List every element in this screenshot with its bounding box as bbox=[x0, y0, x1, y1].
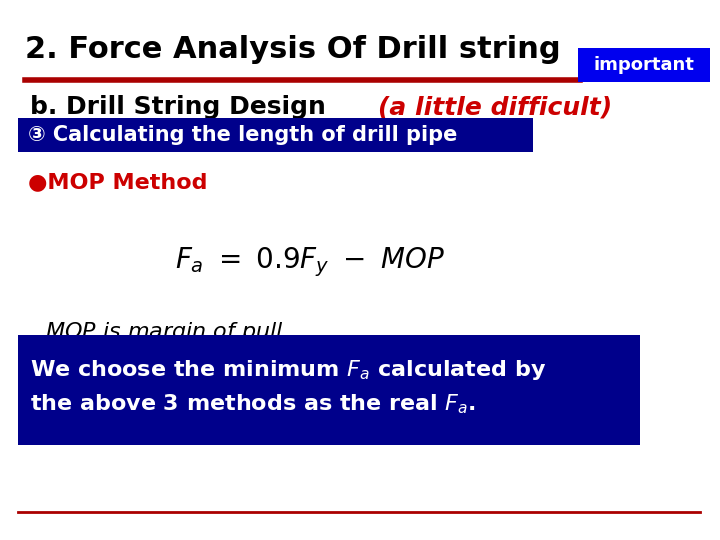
Text: ③ Calculating the length of drill pipe: ③ Calculating the length of drill pipe bbox=[28, 125, 457, 145]
Text: $F_a\ =\ 0.9F_y\ -\ MOP$: $F_a\ =\ 0.9F_y\ -\ MOP$ bbox=[175, 245, 445, 279]
Text: 2. Force Analysis Of Drill string: 2. Force Analysis Of Drill string bbox=[25, 35, 561, 64]
Text: b. Drill String Design: b. Drill String Design bbox=[30, 95, 326, 119]
FancyBboxPatch shape bbox=[18, 118, 533, 152]
Text: important: important bbox=[593, 56, 694, 74]
Text: ●MOP Method: ●MOP Method bbox=[28, 172, 207, 192]
Text: $MOP$ is margin of pull: $MOP$ is margin of pull bbox=[45, 320, 284, 344]
Text: (a little difficult): (a little difficult) bbox=[378, 95, 612, 119]
FancyBboxPatch shape bbox=[578, 48, 710, 82]
FancyBboxPatch shape bbox=[18, 335, 640, 445]
Text: We choose the minimum $F_a$ calculated by: We choose the minimum $F_a$ calculated b… bbox=[30, 358, 546, 382]
Text: the above 3 methods as the real $F_a$.: the above 3 methods as the real $F_a$. bbox=[30, 392, 476, 416]
